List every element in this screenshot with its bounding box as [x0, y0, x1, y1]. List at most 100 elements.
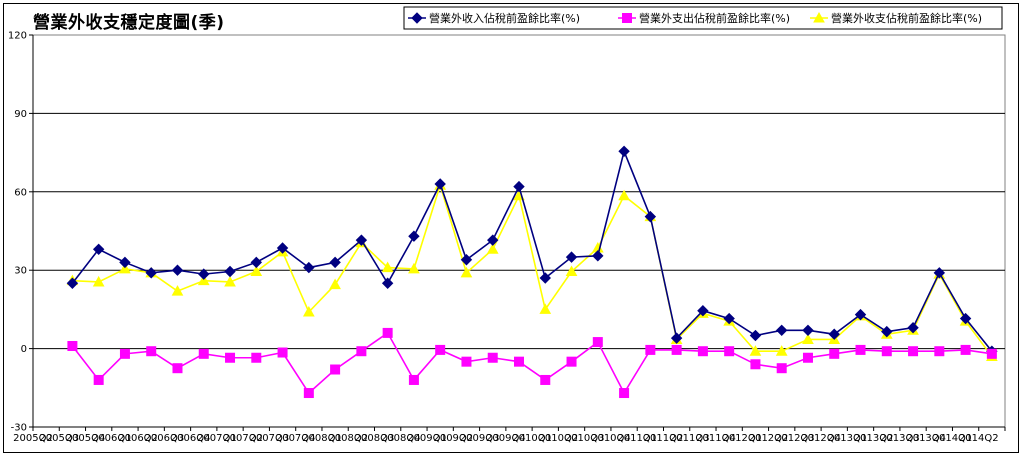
- data-point: [460, 254, 473, 266]
- data-point: [750, 359, 761, 370]
- data-point: [592, 250, 604, 262]
- data-point: [119, 262, 131, 274]
- data-point: [487, 352, 498, 363]
- y-tick-label: 60: [14, 187, 27, 198]
- data-point: [381, 261, 394, 273]
- y-tick-label: 30: [14, 266, 27, 277]
- data-point: [486, 243, 499, 254]
- data-point: [671, 344, 682, 355]
- data-point: [933, 267, 946, 279]
- data-point: [959, 312, 972, 325]
- data-point: [408, 230, 420, 242]
- x-tick-label: 2010Q2: [539, 433, 579, 444]
- data-point: [251, 352, 262, 363]
- data-point: [540, 374, 551, 385]
- data-point: [92, 243, 105, 256]
- data-point: [514, 356, 524, 367]
- x-tick-label: 2007Q3: [250, 433, 290, 444]
- y-tick-label: 120: [8, 31, 27, 42]
- data-point: [907, 321, 919, 334]
- data-point: [724, 346, 735, 357]
- data-point: [813, 11, 825, 23]
- data-point: [565, 251, 578, 263]
- data-point: [565, 265, 578, 277]
- legend-entry-0: 營業外收入佔稅前盈餘比率(%): [408, 11, 580, 25]
- data-point: [644, 210, 657, 223]
- data-point: [619, 388, 630, 399]
- data-point: [408, 262, 420, 274]
- data-point: [276, 242, 289, 254]
- data-point: [908, 346, 919, 357]
- data-point: [146, 346, 157, 357]
- x-tick-label: 2012Q4: [801, 433, 841, 444]
- data-point: [225, 352, 236, 363]
- data-point: [408, 374, 419, 385]
- data-point: [670, 332, 683, 344]
- legend-entry-1: 營業外支出佔稅前盈餘比率(%): [618, 11, 790, 25]
- data-point: [645, 344, 656, 355]
- x-tick-label: 2012Q3: [775, 433, 815, 444]
- data-point: [198, 348, 209, 359]
- y-tick-label: 90: [14, 109, 27, 120]
- x-tick-label: 2012Q1: [722, 433, 762, 444]
- x-tick-label: 2006Q1: [92, 433, 132, 444]
- data-point: [329, 256, 341, 269]
- x-tick-label: 2013Q3: [880, 433, 920, 444]
- x-tick-label: 2014Q1: [933, 433, 973, 444]
- legend-entry-2: 營業外收支佔稅前盈餘比率(%): [810, 11, 982, 25]
- x-tick-label: 2007Q4: [276, 433, 316, 444]
- x-tick-label: 2011Q3: [670, 433, 710, 444]
- data-point: [171, 285, 184, 296]
- data-point: [461, 356, 472, 367]
- x-tick-label: 2005Q2: [13, 433, 53, 444]
- data-point: [434, 178, 446, 190]
- data-point: [382, 327, 393, 338]
- x-tick-label: 2008Q2: [328, 433, 368, 444]
- data-point: [302, 305, 315, 317]
- data-point: [224, 265, 236, 278]
- data-point: [566, 356, 577, 367]
- data-point: [622, 13, 632, 23]
- data-point: [749, 329, 762, 342]
- data-point: [881, 325, 893, 338]
- data-point: [802, 333, 814, 344]
- x-tick-label: 2006Q2: [118, 433, 158, 444]
- x-tick-label: 2011Q2: [644, 433, 684, 444]
- data-point: [802, 324, 814, 337]
- data-point: [539, 272, 551, 284]
- data-point: [250, 265, 263, 277]
- x-tick-label: 2008Q4: [381, 433, 421, 444]
- x-tick-label: 2005Q3: [39, 433, 79, 444]
- series-1: [67, 327, 997, 399]
- data-point: [93, 374, 104, 385]
- series-0: [66, 145, 998, 357]
- data-point: [592, 337, 603, 348]
- data-point: [776, 363, 787, 374]
- data-point: [250, 256, 263, 269]
- data-point: [829, 348, 840, 359]
- x-tick-label: 2007Q1: [197, 433, 237, 444]
- data-point: [119, 256, 131, 269]
- data-point: [749, 345, 762, 356]
- data-point: [934, 346, 945, 357]
- data-point: [411, 12, 423, 24]
- x-tick-label: 2009Q1: [407, 433, 447, 444]
- x-tick-label: 2014Q2: [959, 433, 999, 444]
- data-point: [854, 308, 867, 321]
- chart-title: 營業外收支穩定度圖(季): [33, 13, 225, 33]
- legend-box: [403, 6, 1003, 30]
- data-point: [67, 340, 78, 351]
- legend-label: 營業外收支佔稅前盈餘比率(%): [831, 11, 982, 25]
- x-tick-label: 2013Q2: [854, 433, 894, 444]
- data-point: [618, 189, 630, 201]
- data-point: [197, 274, 210, 286]
- data-point: [66, 277, 79, 289]
- data-point: [198, 268, 210, 280]
- x-tick-label: 2009Q4: [486, 433, 526, 444]
- data-point: [145, 267, 157, 279]
- data-point: [355, 234, 368, 246]
- legend-label: 營業外收入佔稅前盈餘比率(%): [429, 11, 580, 25]
- data-point: [723, 312, 735, 325]
- data-point: [303, 261, 315, 274]
